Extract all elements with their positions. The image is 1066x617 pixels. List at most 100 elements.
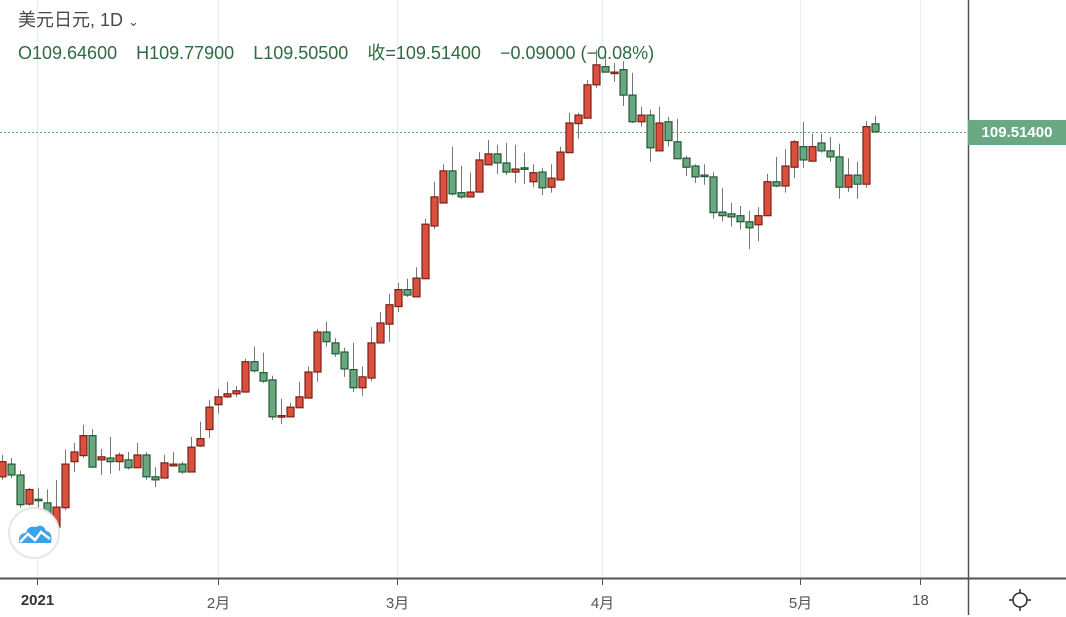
candle-up (214, 388, 223, 414)
candle-body (7, 463, 16, 476)
x-tick-label: 4月 (590, 595, 615, 612)
candle-body (592, 64, 601, 86)
chevron-down-icon[interactable]: ⌄ (128, 14, 139, 29)
candle-body (304, 371, 313, 399)
candle-down (124, 451, 133, 470)
candle-body (70, 451, 79, 463)
candle-up (187, 436, 196, 473)
candle-up (25, 487, 34, 506)
candle-up (556, 146, 565, 181)
candle-body (862, 126, 871, 185)
candle-up (295, 381, 304, 409)
candle-body (241, 361, 250, 393)
candle-down (736, 205, 745, 230)
candle-down (673, 118, 682, 160)
candle-up (754, 207, 763, 242)
candle-body (142, 454, 151, 478)
candle-body (16, 474, 25, 506)
candle-down (691, 164, 700, 183)
cloud-chart-logo-icon[interactable] (8, 507, 60, 559)
candle-body (709, 176, 718, 214)
candle-body (718, 211, 727, 217)
candle-body (448, 170, 457, 195)
gear-icon[interactable] (1008, 588, 1032, 612)
candle-down (142, 451, 151, 480)
candle-up (439, 164, 448, 204)
candle-body (538, 171, 547, 189)
candle-up (583, 79, 592, 119)
symbol-label: 美元日元, 1D (18, 10, 124, 30)
candle-body (295, 396, 304, 409)
candle-down (745, 210, 754, 250)
candle-down (799, 121, 808, 168)
candle-body (691, 165, 700, 178)
candles (0, 49, 880, 528)
candle-body (439, 170, 448, 204)
candle-body (646, 114, 655, 149)
candle-body (151, 476, 160, 481)
candle-body (412, 277, 421, 298)
candle-up (169, 451, 178, 467)
candle-body (124, 459, 133, 469)
candle-down (727, 202, 736, 227)
candle-body (187, 446, 196, 473)
candle-up (196, 421, 205, 448)
candle-down (538, 167, 547, 196)
candle-down (664, 116, 673, 147)
candle-down (340, 347, 349, 377)
candle-up (232, 385, 241, 397)
candle-body (844, 174, 853, 188)
candle-up (637, 106, 646, 127)
candle-body (97, 456, 106, 461)
candle-down (448, 146, 457, 196)
candle-body (475, 159, 484, 193)
candle-body (619, 69, 628, 96)
candle-up (610, 63, 619, 82)
candle-up (277, 398, 286, 425)
candle-body (628, 94, 637, 123)
candle-body (196, 438, 205, 447)
candle-up (781, 149, 790, 193)
candle-body (745, 221, 754, 229)
candle-down (151, 467, 160, 488)
candle-body (601, 66, 610, 73)
candle-down (817, 133, 826, 153)
candle-body (430, 196, 439, 227)
candle-up (376, 312, 385, 344)
candle-body (781, 165, 790, 187)
candle-body (0, 461, 7, 478)
candle-body (367, 342, 376, 379)
symbol-title[interactable]: 美元日元, 1D ⌄ (18, 6, 139, 32)
candle-up (133, 442, 142, 469)
x-tick-label: 18 (912, 592, 929, 609)
candle-up (358, 366, 367, 396)
candle-body (106, 457, 115, 463)
candle-up (241, 358, 250, 393)
candle-down (826, 136, 835, 162)
last-price-tag: 109.51400 (968, 120, 1066, 145)
candle-body (682, 157, 691, 168)
candle-body (115, 454, 124, 463)
candle-body (160, 462, 169, 479)
candle-down (250, 346, 259, 373)
candle-body (385, 304, 394, 325)
high-value: H109.77900 (136, 43, 235, 63)
candle-down (259, 352, 268, 383)
candle-up (61, 449, 70, 511)
candle-body (466, 191, 475, 198)
close-value: 收=109.51400 (367, 43, 481, 63)
candle-up (304, 366, 313, 399)
candle-body (403, 289, 412, 296)
candle-up (790, 139, 799, 179)
candle-body (754, 215, 763, 226)
candle-down (835, 143, 844, 199)
candle-body (808, 146, 817, 162)
x-tick-label: 2月 (206, 595, 231, 612)
candle-down (349, 342, 358, 392)
candle-up (466, 172, 475, 198)
ohlc-legend: O109.64600 H109.77900 L109.50500 收=109.5… (18, 39, 668, 65)
candle-body (763, 181, 772, 217)
candle-body (340, 351, 349, 370)
candle-body (169, 463, 178, 467)
